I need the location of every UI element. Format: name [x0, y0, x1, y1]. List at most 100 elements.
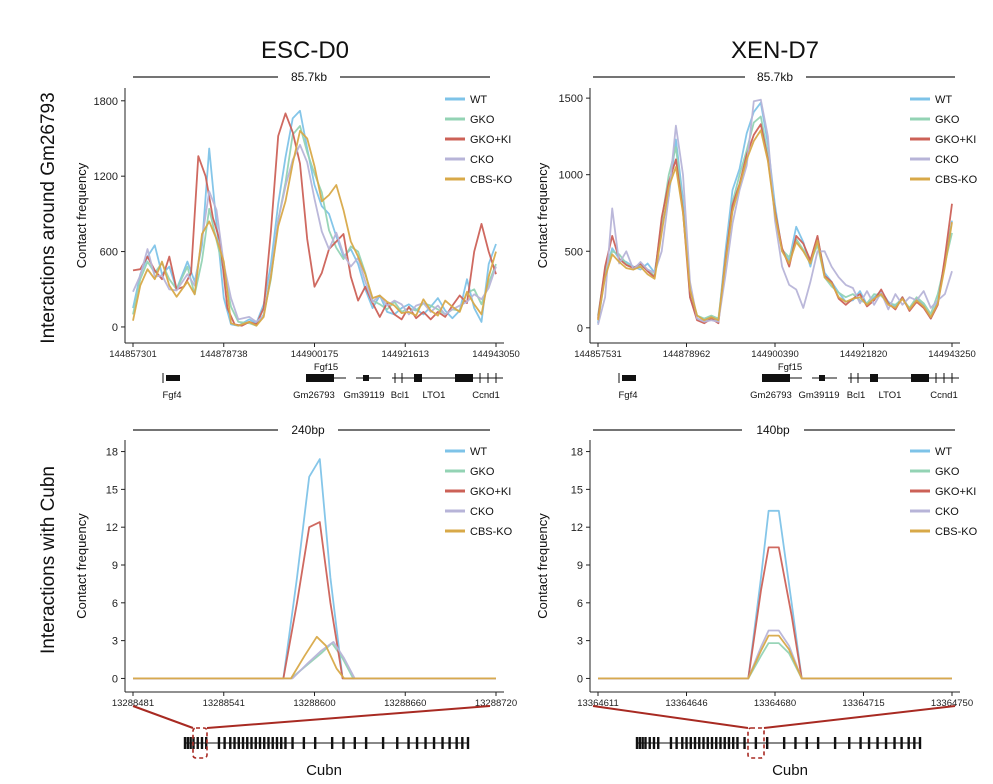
- title-xen-d7: XEN-D7: [731, 37, 819, 64]
- series-line-wt: [133, 458, 496, 680]
- chart-panel-xen-d7-cubn: 0 3 6 9 12 15 18 Contact frequency 13364611 13364…: [535, 440, 978, 709]
- series-line-gko: [598, 642, 952, 680]
- cubn-exon: [189, 737, 192, 749]
- span-bar-p3: 240bp: [133, 423, 490, 437]
- legend-label: CKO: [935, 154, 959, 166]
- gene-label-ccnd1: Ccnd1: [472, 390, 499, 401]
- gene-label-cubn-left: Cubn: [306, 762, 342, 779]
- cubn-exon: [719, 737, 722, 749]
- cubn-exon: [689, 737, 692, 749]
- legend-label: GKO+KI: [470, 134, 511, 146]
- cubn-exon: [233, 737, 236, 749]
- cubn-exon: [381, 737, 385, 749]
- zoom-lines-right: [592, 705, 956, 729]
- title-esc-d0: ESC-D0: [261, 37, 349, 64]
- cubn-exon: [280, 737, 283, 749]
- legend-label: WT: [470, 94, 487, 106]
- y-axis-label: Contact frequency: [535, 162, 550, 268]
- series-line-cbs-ko: [132, 129, 497, 327]
- legend-label: GKO: [470, 466, 495, 478]
- cubn-exon: [441, 737, 444, 749]
- span-bar-p2: 85.7kb: [593, 70, 955, 84]
- x-tick-label: 13364646: [665, 698, 707, 709]
- cubn-exon: [353, 737, 356, 749]
- series-line-gko: [133, 642, 496, 680]
- cubn-exon: [876, 737, 879, 749]
- legend-label: WT: [935, 446, 952, 458]
- series-line-cbs-ko: [133, 635, 496, 680]
- cubn-exon: [867, 737, 871, 749]
- y-tick-label: 1000: [559, 170, 583, 182]
- cubn-exon: [284, 737, 287, 749]
- cubn-exon: [859, 737, 862, 749]
- span-label-p4: 140bp: [756, 423, 790, 437]
- series-line-wt: [132, 109, 497, 327]
- cubn-exon: [250, 737, 253, 749]
- cubn-exon: [364, 737, 368, 749]
- cubn-exon: [258, 737, 262, 749]
- cubn-exon: [432, 737, 436, 749]
- cubn-exon: [291, 737, 294, 749]
- y-tick-label: 3: [112, 636, 118, 648]
- cubn-exon: [833, 737, 837, 749]
- y-axis-label: Contact frequency: [74, 162, 89, 268]
- gene-label-ccnd1-r: Ccnd1: [930, 390, 957, 401]
- y-tick-label: 9: [577, 560, 583, 572]
- gene-track-xen-d7: Fgf4 Fgf15 Gm26793 Gm39119 Bcl1 LTO1 Ccn…: [618, 362, 959, 401]
- y-tick-label: 600: [100, 247, 118, 259]
- x-tick-label: 144943050: [472, 349, 520, 360]
- cubn-exon: [900, 737, 903, 749]
- cubn-exon: [263, 737, 266, 749]
- legend-label: GKO+KI: [470, 486, 511, 498]
- legend-label: CBS-KO: [470, 174, 513, 186]
- x-tick-label: 13364750: [931, 698, 973, 709]
- cubn-exon: [461, 737, 464, 749]
- cubn-exon: [918, 737, 922, 749]
- series-line-cko: [133, 641, 496, 680]
- y-tick-label: 1200: [94, 171, 118, 183]
- legend-label: GKO: [935, 114, 960, 126]
- gene-label-bcl1: Bcl1: [391, 390, 409, 401]
- series-line-gko-plus-ki: [133, 521, 496, 680]
- cubn-exon: [657, 737, 660, 749]
- row-label-cubn: Interactions with Cubn: [38, 466, 59, 654]
- x-tick-label: 13364611: [577, 698, 619, 709]
- x-tick-label: 144900390: [751, 349, 799, 360]
- gene-track-esc-d0: Fgf4 Fgf15 Gm26793 Gm39119 Bcl1 LTO1 Ccn…: [162, 362, 503, 401]
- cubn-exon: [675, 737, 678, 749]
- cubn-exon: [267, 737, 270, 749]
- x-tick-label: 144857531: [574, 349, 622, 360]
- cubn-exon: [848, 737, 851, 749]
- cubn-exon: [254, 737, 257, 749]
- x-tick-label: 13288541: [203, 698, 245, 709]
- gene-label-bcl1-r: Bcl1: [847, 390, 865, 401]
- span-label-p1: 85.7kb: [291, 70, 327, 84]
- legend-label: CKO: [470, 506, 494, 518]
- cubn-exon: [396, 737, 399, 749]
- cubn-exon: [693, 737, 697, 749]
- gene-label-gm39119: Gm39119: [343, 390, 384, 401]
- x-tick-label: 13288660: [384, 698, 426, 709]
- y-axis-label: Contact frequency: [535, 513, 550, 619]
- cubn-exon: [736, 737, 739, 749]
- legend-label: CKO: [470, 154, 494, 166]
- gene-label-fgf4: Fgf4: [162, 390, 181, 401]
- y-tick-label: 3: [577, 636, 583, 648]
- series-line-gko-plus-ki: [598, 546, 952, 680]
- cubn-exon: [246, 737, 249, 749]
- y-tick-label: 0: [577, 673, 583, 685]
- y-tick-label: 15: [106, 484, 118, 496]
- y-tick-label: 1500: [559, 93, 583, 105]
- cubn-exon: [685, 737, 688, 749]
- y-tick-label: 0: [112, 322, 118, 334]
- cubn-exon: [223, 737, 226, 749]
- y-tick-label: 18: [571, 447, 583, 459]
- cubn-exon: [407, 737, 410, 749]
- cubn-exon: [271, 737, 274, 749]
- gene-label-fgf15: Fgf15: [314, 362, 338, 373]
- gene-label-gm39119-r: Gm39119: [798, 390, 839, 401]
- legend-label: CBS-KO: [935, 174, 978, 186]
- legend-label: GKO+KI: [935, 486, 976, 498]
- cubn-exon: [644, 737, 647, 749]
- legend-label: CBS-KO: [470, 526, 513, 538]
